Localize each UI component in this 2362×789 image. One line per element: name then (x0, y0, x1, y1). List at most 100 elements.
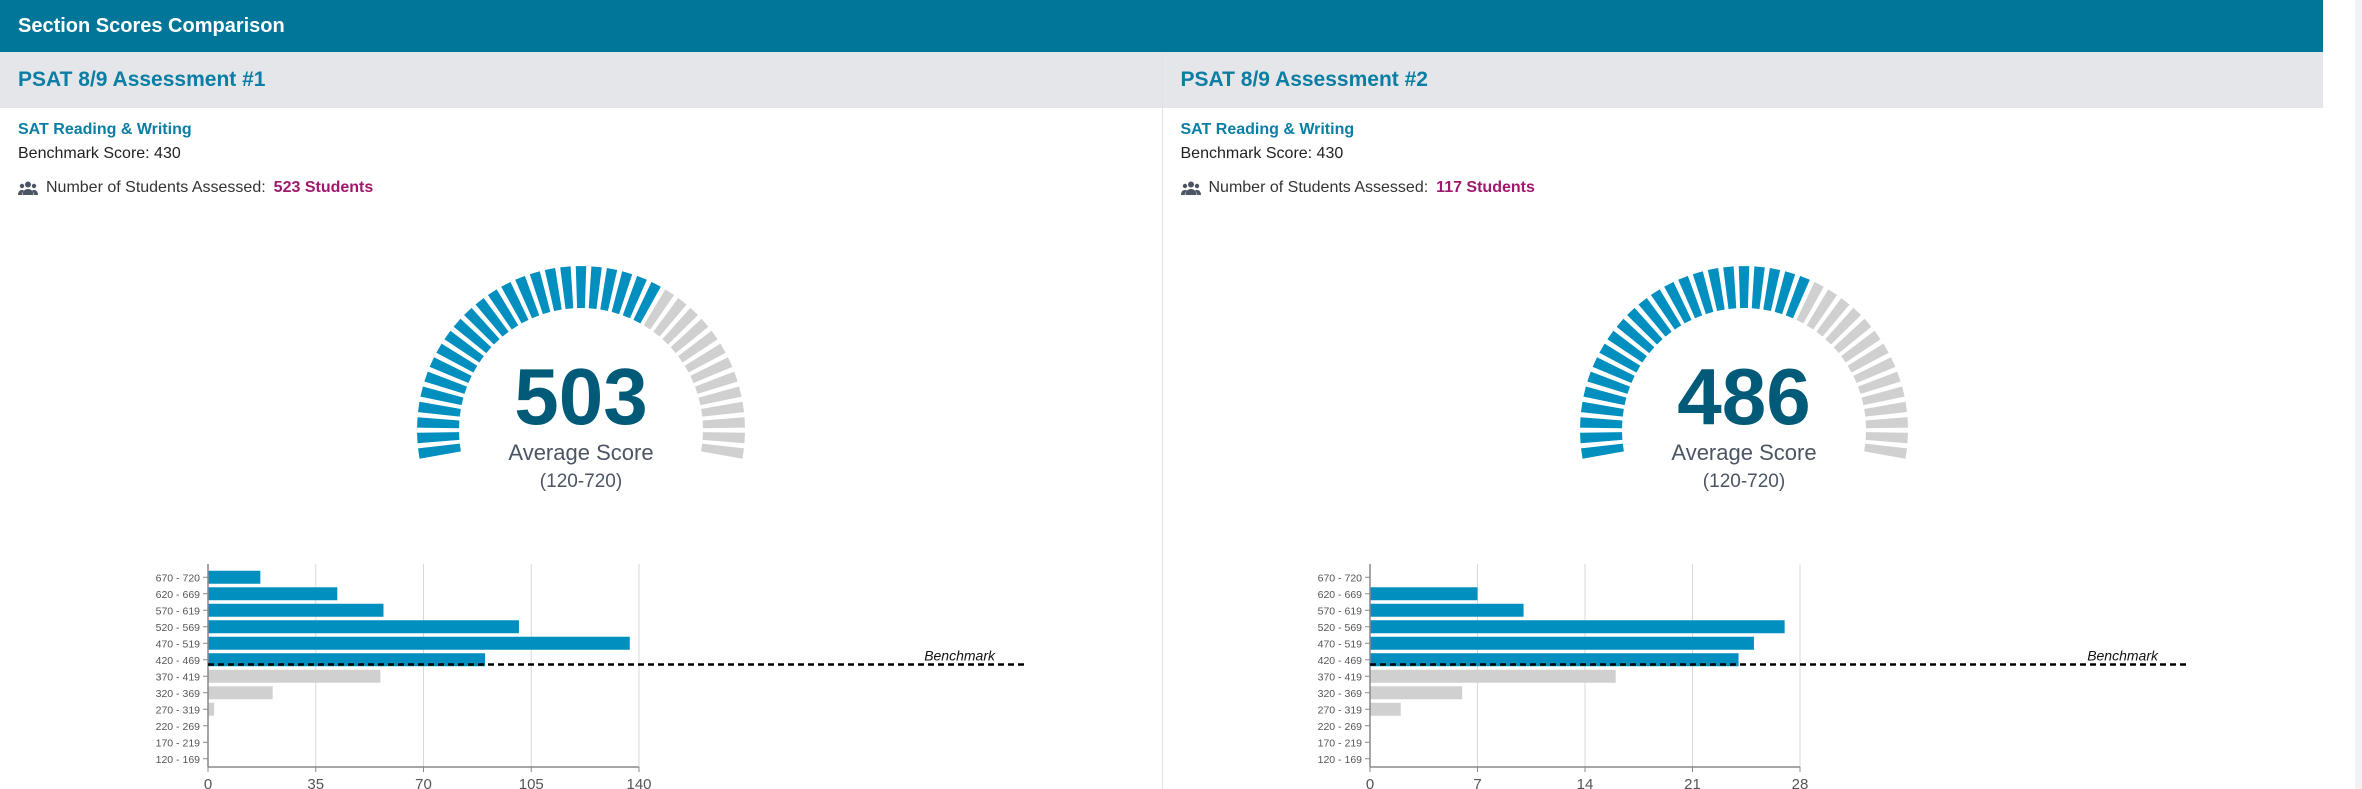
y-tick-label: 520 - 569 (1317, 622, 1362, 634)
average-score-value: 486 (1677, 352, 1810, 441)
gauge-segment (444, 330, 484, 363)
y-tick-label: 420 - 469 (156, 655, 201, 667)
y-tick-label: 620 - 669 (156, 589, 201, 601)
gauge-segment (453, 318, 492, 354)
scrollbar-track[interactable] (2355, 0, 2362, 789)
score-distribution-chart: 0 35 70 105 140 670 - 720 620 - 669 570 - 619 52… (156, 564, 1026, 789)
gauge-segment (1579, 432, 1622, 444)
gauge-segment (1863, 401, 1907, 417)
y-tick-label: 570 - 619 (156, 605, 201, 617)
gauge-segment (417, 417, 460, 429)
panel-title: PSAT 8/9 Assessment #1 (0, 52, 1162, 108)
y-tick-label: 170 - 219 (156, 737, 201, 749)
y-tick-label: 470 - 519 (156, 638, 201, 650)
gauge-segment (588, 266, 602, 309)
x-tick-label: 0 (1365, 776, 1373, 789)
x-tick-label: 28 (1791, 776, 1808, 789)
gauge-segment (1579, 417, 1622, 429)
bar (1369, 669, 1616, 683)
bar (1369, 702, 1401, 716)
assessment-panel-1: PSAT 8/9 Assessment #1 SAT Reading & Wri… (0, 52, 1162, 789)
average-score-label: Average Score (508, 440, 653, 465)
gauge-segment (501, 281, 529, 324)
y-tick-label: 320 - 369 (156, 688, 201, 700)
panel-title: PSAT 8/9 Assessment #2 (1162, 52, 2323, 108)
gauge-segment (1582, 386, 1626, 406)
score-range: (120-720) (540, 471, 622, 492)
gauge-segment (420, 386, 464, 406)
gauge-segment (487, 289, 519, 330)
gauge-segment (690, 357, 733, 384)
y-tick-label: 470 - 519 (1317, 638, 1362, 650)
students-label: Number of Students Assessed: (1208, 179, 1429, 196)
gauge-segment (678, 330, 718, 363)
gauge-segment (418, 443, 461, 459)
x-tick-label: 21 (1684, 776, 1701, 789)
y-tick-label: 520 - 569 (156, 622, 201, 634)
benchmark-score: Benchmark Score: 430 (18, 145, 181, 162)
x-tick-label: 14 (1576, 776, 1593, 789)
gauge-segment (475, 297, 509, 337)
x-tick-label: 35 (307, 776, 324, 789)
gauge-segment (1616, 318, 1654, 354)
y-tick-label: 320 - 369 (1317, 688, 1362, 700)
bar (1369, 686, 1462, 700)
bar (1369, 653, 1739, 667)
bar (208, 570, 261, 584)
gauge-segment (515, 275, 540, 319)
gauge-segment (643, 289, 675, 330)
bar (208, 636, 630, 650)
x-tick-label: 140 (626, 776, 651, 789)
gauge-segment (1598, 343, 1640, 373)
score-distribution-chart: 0 7 14 21 28 670 - 720 620 - 669 570 - 619 520 -… (1317, 564, 2189, 789)
gauge-segment (662, 307, 698, 345)
gauge-segment (1722, 266, 1736, 309)
users-icon (18, 181, 38, 195)
gauge-segment (417, 401, 461, 417)
bar (1369, 636, 1754, 650)
gauge-segment (464, 307, 500, 345)
y-tick-label: 270 - 319 (1317, 704, 1362, 716)
x-tick-label: 7 (1473, 776, 1481, 789)
x-tick-label: 105 (519, 776, 544, 789)
gauge-segment (529, 271, 551, 315)
gauge-segment (417, 432, 460, 444)
gauge-segment (1707, 268, 1725, 312)
gauge-segment (698, 386, 742, 406)
gauge-segment (1677, 275, 1702, 319)
bar (208, 686, 273, 700)
x-tick-label: 0 (204, 776, 212, 789)
bar (208, 669, 381, 683)
gauge-segment (575, 266, 587, 309)
gauge-segment (1650, 289, 1681, 330)
gauge-segment (702, 417, 745, 429)
bar (208, 587, 338, 601)
gauge-segment (1833, 318, 1871, 354)
gauge-segment (424, 371, 467, 394)
students-assessed: Number of Students Assessed: 523 Student… (18, 179, 373, 197)
gauge-segment (1580, 443, 1624, 459)
average-score-value: 503 (514, 352, 647, 441)
benchmark-label: Benchmark (2087, 648, 2159, 664)
gauge-segment (436, 343, 478, 373)
benchmark-label: Benchmark (924, 648, 996, 664)
students-count: 117 Students (1436, 179, 1535, 196)
x-tick-label: 70 (415, 776, 432, 789)
y-tick-label: 670 - 720 (156, 572, 201, 584)
gauge-segment (1865, 417, 1908, 429)
gauge-segment (429, 357, 472, 384)
gauge-segment (653, 297, 687, 337)
gauge-segment (1824, 307, 1861, 345)
gauge-segment (670, 318, 709, 354)
gauge-segment (633, 281, 661, 324)
gauge-segment (1795, 281, 1824, 324)
average-score-label: Average Score (1671, 440, 1816, 465)
bar (1369, 587, 1477, 601)
assessment-panel-2: PSAT 8/9 Assessment #2 SAT Reading & Wri… (1161, 52, 2323, 789)
gauge-segment (1774, 271, 1795, 315)
gauge-segment (1692, 271, 1713, 315)
gauge-segment (1637, 297, 1672, 337)
y-tick-label: 370 - 419 (156, 671, 201, 683)
y-tick-label: 120 - 169 (156, 754, 201, 766)
